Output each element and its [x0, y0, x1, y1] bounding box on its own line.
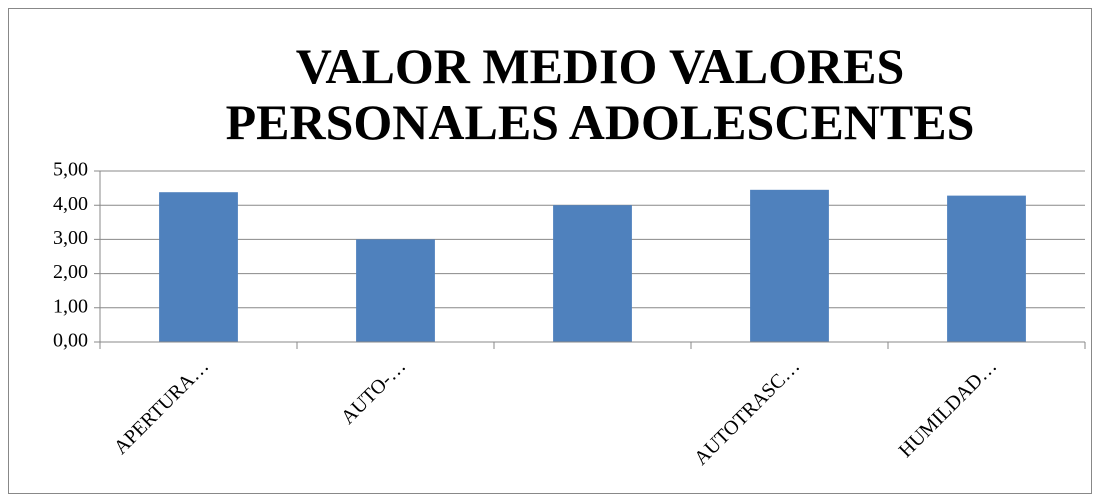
- y-tick-label: 1,00: [53, 295, 88, 317]
- x-tick-label: HUMILDAD…: [895, 355, 1002, 462]
- bar: [947, 195, 1026, 342]
- bar: [750, 189, 829, 342]
- y-tick-label: 2,00: [53, 261, 88, 283]
- bar: [356, 239, 435, 342]
- bar: [553, 205, 632, 342]
- x-tick-label: AUTOTRASC…: [690, 355, 804, 469]
- y-tick-label: 3,00: [53, 227, 88, 249]
- x-tick-label: APERTURA…: [110, 355, 214, 459]
- y-tick-label: 4,00: [53, 193, 88, 215]
- chart-title: VALOR MEDIO VALORES PERSONALES ADOLESCEN…: [225, 38, 975, 150]
- x-tick-label: AUTO-…: [337, 355, 410, 428]
- bar: [159, 192, 238, 342]
- y-tick-label: 5,00: [53, 159, 88, 181]
- chart-frame: [8, 8, 1092, 494]
- y-tick-label: 0,00: [53, 330, 88, 352]
